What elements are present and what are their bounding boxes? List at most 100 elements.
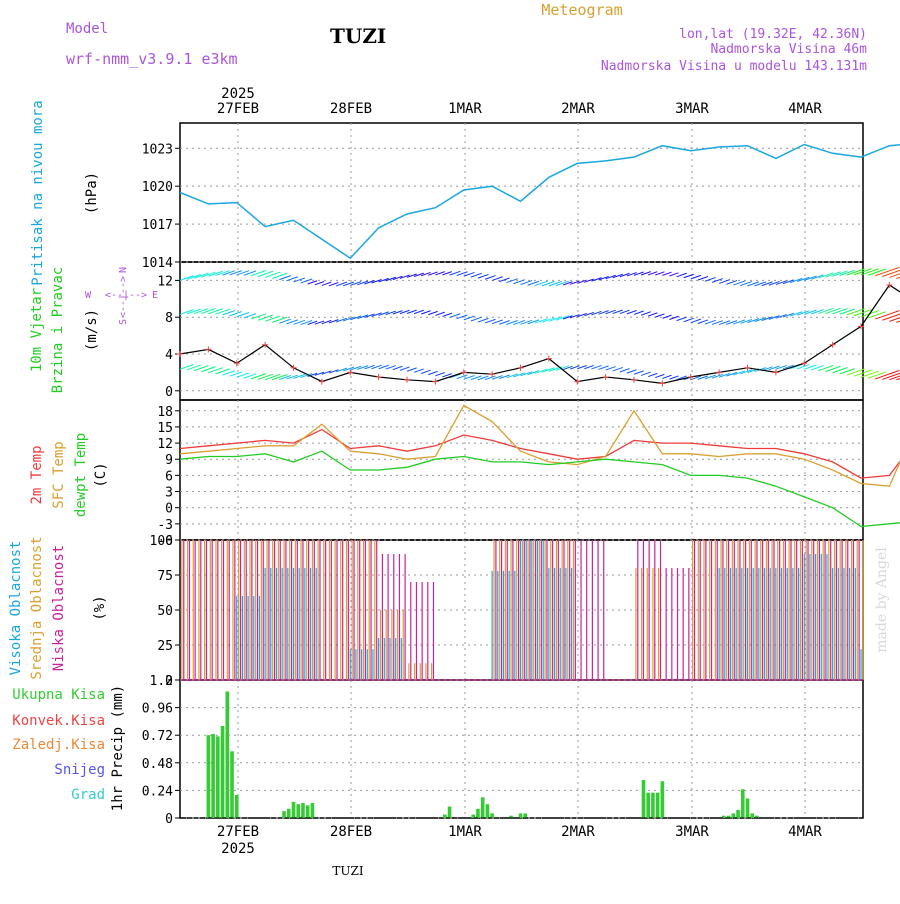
- wind-barb: [761, 281, 773, 287]
- wind-barb: [335, 367, 348, 373]
- y-tick-label: 0: [165, 674, 173, 689]
- wind-barb: [435, 311, 445, 316]
- wind-gust-marker: [290, 364, 297, 371]
- wind-barb: [541, 367, 555, 373]
- wind-barb: [619, 309, 630, 315]
- wind-barb: [882, 313, 900, 321]
- wind-barb: [186, 364, 201, 371]
- wind-barb: [605, 366, 616, 371]
- lonlat-label: lon,lat (19.32E, 42.36N): [679, 27, 867, 42]
- wind-gust-marker: [460, 369, 467, 376]
- wind-barb: [605, 274, 616, 280]
- wind-barb: [513, 372, 526, 378]
- wind-gust-marker: [432, 378, 439, 385]
- wind-barb: [598, 310, 609, 315]
- credit-watermark: made by Angel: [874, 547, 890, 653]
- wind-barb: [406, 273, 417, 278]
- wind-barb: [832, 270, 848, 277]
- compass-east: E: [152, 290, 158, 301]
- model-name: wrf-nmm_v3.9.1 e3km: [66, 50, 238, 68]
- wind-barb: [726, 280, 738, 285]
- wind-barb: [229, 310, 243, 317]
- wind-barb: [804, 275, 817, 281]
- wind-barb: [605, 309, 616, 315]
- wind-barb: [342, 281, 355, 287]
- wind-barb: [442, 271, 453, 276]
- y-tick-label: -6: [157, 534, 173, 549]
- wind-barb: [520, 319, 533, 325]
- wind-barb: [342, 316, 355, 322]
- top-day-label: 2MAR: [561, 101, 595, 117]
- pressure-label: Pritisak na nivou mora: [30, 100, 46, 285]
- wind-barb: [640, 271, 651, 276]
- wind-gust-marker: [716, 369, 723, 376]
- wind-barb: [811, 365, 824, 371]
- wind-barb: [853, 268, 872, 276]
- wind-barb: [548, 316, 562, 322]
- wind-gust-marker: [489, 371, 496, 378]
- wind-barb: [222, 310, 235, 316]
- precip-bar: [443, 814, 447, 818]
- sfc-temp-line: [179, 404, 900, 487]
- precip-unit: 1hr Precip (mm): [110, 685, 126, 811]
- wind-barb: [286, 319, 299, 325]
- top-day-label: 1MAR: [448, 101, 482, 117]
- wind-barb: [520, 371, 533, 377]
- wind-speed-line: [179, 284, 900, 385]
- precip-bar: [286, 808, 291, 818]
- cloud-high-label: Visoka Oblacnost: [8, 541, 24, 676]
- y-tick-label: 1014: [142, 256, 173, 271]
- legend-frz-rain: Zaledj.Kisa: [12, 737, 105, 753]
- wind-barb: [796, 276, 810, 283]
- wind-barb: [733, 370, 745, 376]
- wind-gust-marker: [262, 341, 269, 348]
- model-label: Model: [66, 21, 108, 37]
- y-tick-label: 0: [165, 502, 173, 517]
- precip-bar: [291, 801, 296, 818]
- wind-barb: [832, 308, 848, 315]
- wind-barb: [293, 277, 306, 283]
- wind-barb: [307, 280, 318, 285]
- wind-barb: [789, 277, 803, 284]
- y-tick-label: 0.72: [142, 729, 173, 744]
- wind-barb: [534, 318, 548, 324]
- wind-barb: [264, 271, 281, 278]
- precip-bar: [722, 815, 726, 818]
- wind-barb: [662, 271, 672, 276]
- wind-barb: [839, 368, 855, 375]
- y-tick-label: 18: [157, 405, 173, 420]
- wind-barb: [690, 274, 702, 280]
- wind-barb: [555, 315, 570, 321]
- wind-barb: [506, 373, 518, 379]
- bottom-day-label: 28FEB: [330, 824, 372, 840]
- wind-barb: [194, 308, 209, 315]
- wind-barb: [428, 310, 438, 316]
- wind-barb: [222, 270, 235, 276]
- y-tick-label: 0.24: [142, 784, 173, 799]
- wind-barb: [264, 315, 281, 322]
- wind-barb: [321, 370, 332, 375]
- wind-barb: [335, 281, 348, 287]
- wind-barb: [796, 310, 810, 316]
- precip-bar: [509, 815, 513, 818]
- wind-barb: [279, 318, 291, 324]
- y-tick-label: 12: [157, 437, 173, 452]
- wind-barb: [896, 377, 900, 381]
- wind-barb: [867, 371, 887, 379]
- wind-barb: [229, 371, 243, 377]
- y-tick-label: 75: [157, 569, 173, 584]
- wind-gust-marker: [886, 282, 893, 288]
- legend-hail: Grad: [71, 787, 105, 803]
- sfc-temp-label: SFC Temp: [51, 441, 67, 508]
- wind-barb: [626, 272, 637, 277]
- altitude-label: Nadmorska Visina 46m: [710, 42, 867, 57]
- wind-barb: [328, 282, 339, 287]
- wind-barb: [413, 309, 424, 315]
- wind-barb: [633, 370, 644, 375]
- cloud-unit: (%): [92, 595, 108, 620]
- top-day-label: 28FEB: [330, 101, 372, 117]
- wind-barb: [286, 374, 299, 380]
- wind-barb: [683, 317, 694, 323]
- precip-bar: [476, 808, 480, 818]
- precip-bar: [731, 813, 736, 818]
